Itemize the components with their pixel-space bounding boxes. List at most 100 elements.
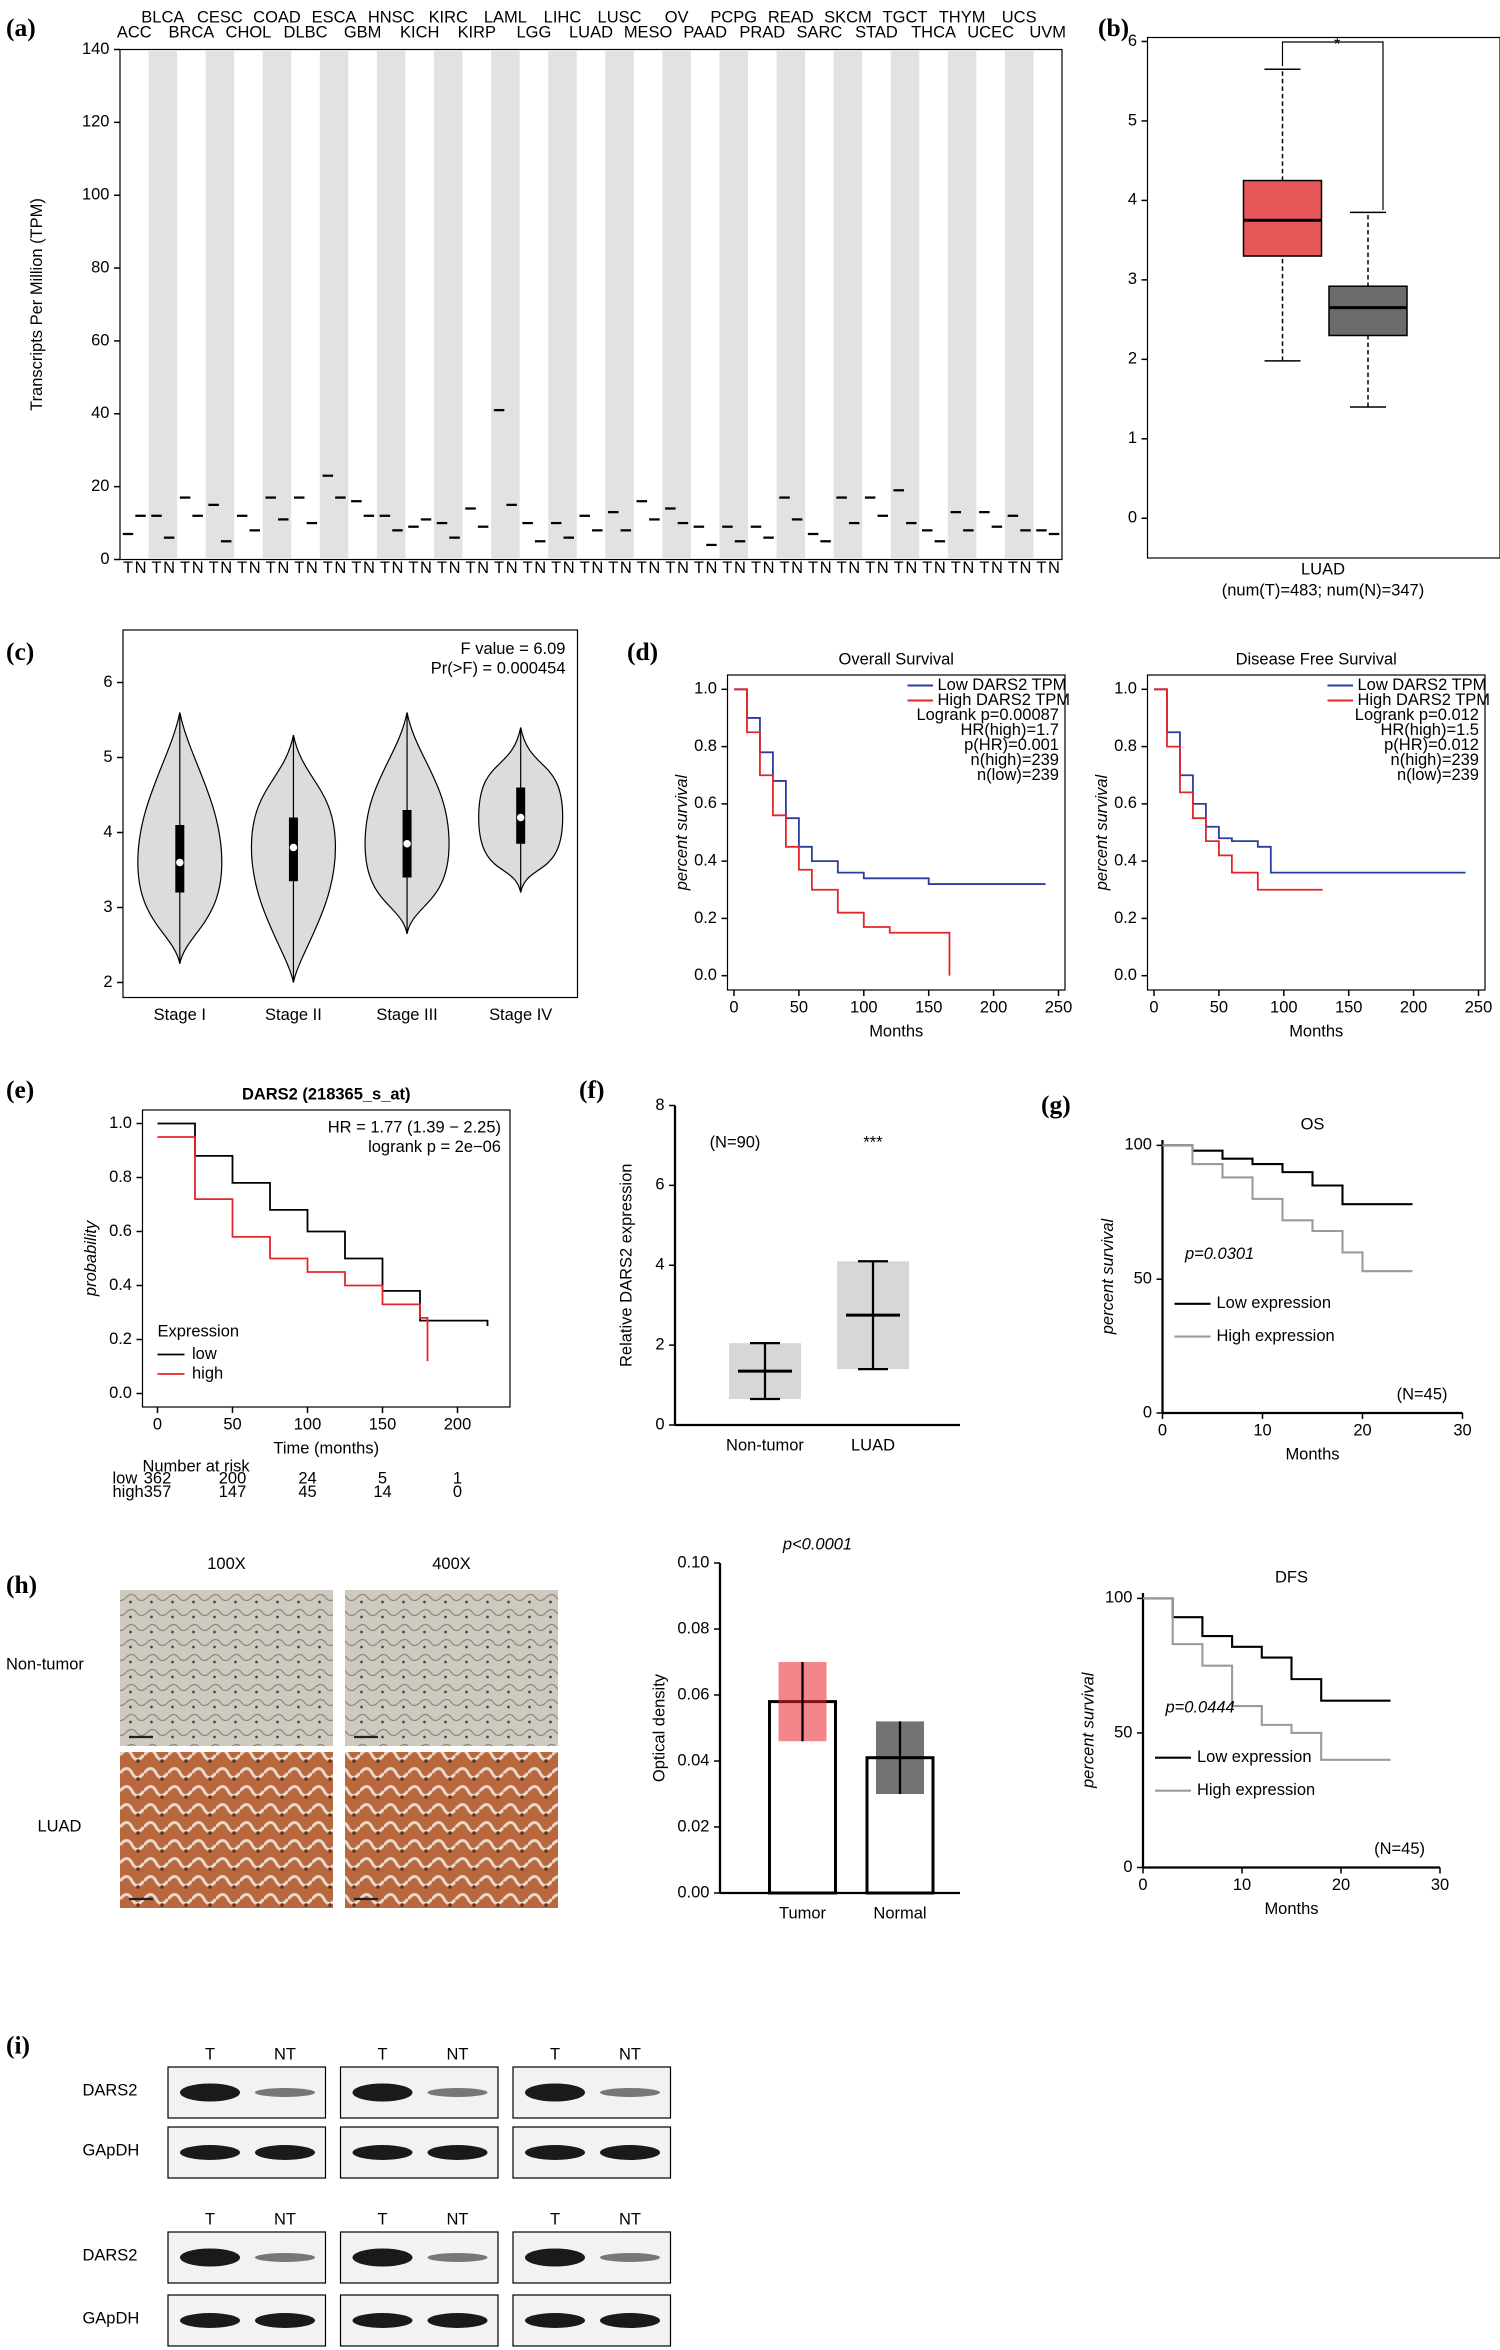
plot-frame — [119, 48, 1063, 561]
panel-label: (b) — [1098, 13, 1129, 42]
x-tick-label: 0 — [1158, 1421, 1167, 1439]
y-tick-label: 6 — [1128, 32, 1137, 50]
risk-count: 0 — [453, 1483, 462, 1501]
x-tick-label: 150 — [369, 1415, 397, 1433]
panel-label: (i) — [6, 2030, 30, 2059]
x-tick-label: Tumor — [779, 1904, 827, 1922]
x-tick-label: Stage II — [265, 1006, 322, 1024]
column-shade — [434, 50, 463, 558]
x-tick-label: T — [294, 559, 304, 577]
category-label: SKCM — [824, 8, 872, 26]
x-tick-label: T — [523, 559, 533, 577]
annotation: HR(high)=1.7 — [960, 721, 1058, 739]
chart-title: OS — [1301, 1115, 1325, 1133]
x-tick-label: T — [837, 559, 847, 577]
x-tick-label: 10 — [1233, 1876, 1251, 1894]
category-label: PCPG — [710, 8, 757, 26]
x-tick-label: T — [380, 559, 390, 577]
category-label: BLCA — [141, 8, 184, 26]
lane-label: NT — [447, 2045, 469, 2063]
x-tick-label: 250 — [1045, 998, 1073, 1016]
column-shade — [262, 50, 292, 558]
band — [255, 2087, 316, 2097]
legend-label: High expression — [1197, 1781, 1315, 1799]
legend-label: Low DARS2 TPM — [937, 676, 1066, 694]
x-tick-label: T — [865, 559, 875, 577]
x-tick-label: N — [449, 559, 461, 577]
x-tick-label: 150 — [1335, 998, 1363, 1016]
annotation: (N=45) — [1397, 1385, 1448, 1403]
survival-curve — [1162, 1144, 1413, 1273]
x-tick-label: N — [734, 559, 746, 577]
x-tick-label: 0 — [153, 1415, 162, 1433]
x-tick-label: T — [408, 559, 418, 577]
panel-label: (a) — [6, 13, 36, 42]
chart-title: Disease Free Survival — [1236, 650, 1397, 668]
category-label: PRAD — [739, 23, 785, 41]
band — [525, 2312, 586, 2328]
y-tick-label: 1.0 — [109, 1114, 132, 1132]
x-tick-label: T — [637, 559, 647, 577]
x-tick-label: 100 — [1270, 998, 1298, 1016]
category-label: LUSC — [598, 8, 642, 26]
legend-label: High DARS2 TPM — [937, 691, 1070, 709]
protein-label: GApDH — [83, 2141, 140, 2159]
x-tick-label: N — [334, 559, 346, 577]
row-label: LUAD — [38, 1817, 82, 1835]
survival-curve — [1153, 688, 1323, 891]
y-tick-label: 0.2 — [109, 1330, 132, 1348]
annotation: Logrank p=0.012 — [1355, 706, 1479, 724]
x-tick-label: 100 — [850, 998, 878, 1016]
y-tick-label: 1.0 — [1114, 680, 1137, 698]
category-label: UVM — [1029, 23, 1066, 41]
x-tick-label: T — [437, 559, 447, 577]
protein-label: DARS2 — [83, 2246, 138, 2264]
band — [352, 2312, 413, 2328]
annotation: n(low)=239 — [977, 766, 1059, 784]
x-tick-label: N — [277, 559, 289, 577]
y-tick-label: 20 — [91, 477, 109, 495]
annotation: logrank p = 2e−06 — [368, 1138, 501, 1156]
y-tick-label: 0.04 — [677, 1751, 709, 1769]
survival-curve — [733, 688, 951, 976]
y-tick-label: 3 — [1128, 270, 1137, 288]
significance-bracket — [1281, 41, 1384, 210]
survival-curve — [1153, 688, 1466, 874]
column-shade — [947, 50, 977, 558]
y-tick-label: 0.4 — [109, 1276, 132, 1294]
category-label: KICH — [400, 23, 439, 41]
x-tick-label: N — [905, 559, 917, 577]
legend-title: Expression — [158, 1322, 240, 1340]
y-tick-label: 0.8 — [109, 1168, 132, 1186]
panel-label: (d) — [627, 637, 658, 666]
column-label: 400X — [432, 1555, 471, 1573]
x-tick-label: N — [706, 559, 718, 577]
x-tick-label: T — [951, 559, 961, 577]
y-tick-label: 0.4 — [694, 851, 717, 869]
band — [525, 2248, 586, 2267]
band — [180, 2248, 241, 2267]
x-tick-label: N — [220, 559, 232, 577]
x-tick-label: 50 — [223, 1415, 241, 1433]
category-label: THYM — [939, 8, 986, 26]
lane-label: T — [550, 2210, 560, 2228]
y-axis-label: percent survival — [1093, 773, 1111, 891]
risk-count: 24 — [298, 1469, 316, 1487]
y-tick-label: 0.4 — [1114, 851, 1137, 869]
y-tick-label: 0 — [1143, 1403, 1152, 1421]
category-label: STAD — [855, 23, 898, 41]
x-tick-label: 30 — [1453, 1421, 1471, 1439]
lane-label: NT — [274, 2045, 296, 2063]
x-tick-label: T — [979, 559, 989, 577]
annotation: F value = 6.09 — [461, 640, 566, 658]
annotation: p=0.0301 — [1184, 1245, 1254, 1263]
category-label: DLBC — [284, 23, 328, 41]
chart-title: DFS — [1275, 1568, 1308, 1586]
panel-label: (c) — [6, 637, 34, 666]
y-tick-label: 4 — [655, 1256, 664, 1274]
x-tick-label: T — [323, 559, 333, 577]
median-dot — [176, 858, 184, 867]
band — [255, 2312, 316, 2328]
legend-label: High DARS2 TPM — [1357, 691, 1490, 709]
x-tick-label: 0 — [1138, 1876, 1147, 1894]
